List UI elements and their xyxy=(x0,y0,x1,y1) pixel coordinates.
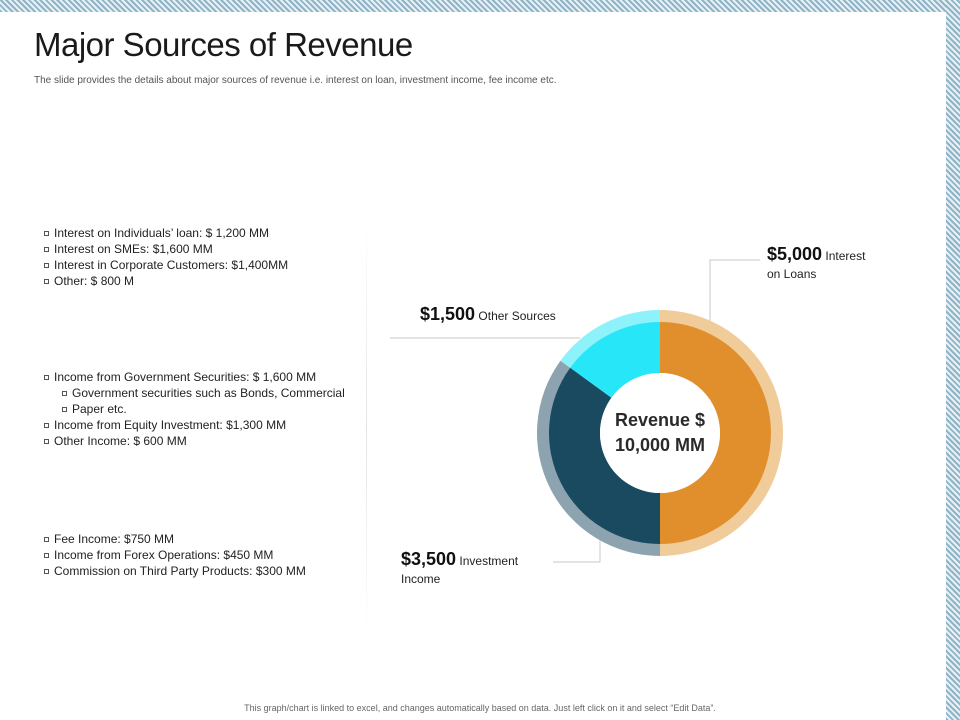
other-income-list: Fee Income: $750 MM Income from Forex Op… xyxy=(44,531,306,579)
interest-income-list: Interest on Individuals’ loan: $ 1,200 M… xyxy=(44,225,288,289)
list-sub-item: Government securities such as Bonds, Com… xyxy=(44,385,345,401)
list-item: Income from Forex Operations: $450 MM xyxy=(44,547,306,563)
decorative-border-right xyxy=(946,0,960,720)
investment-income-list: Income from Government Securities: $ 1,6… xyxy=(44,369,345,449)
decorative-border-top xyxy=(0,0,960,12)
donut-hole xyxy=(600,373,720,493)
list-item: Fee Income: $750 MM xyxy=(44,531,306,547)
list-item: Commission on Third Party Products: $300… xyxy=(44,563,306,579)
slice-label-interest: $5,000 Interest on Loans xyxy=(767,244,866,281)
list-item: Other Income: $ 600 MM xyxy=(44,433,345,449)
center-label-line: Revenue $ xyxy=(614,410,706,430)
list-item: Income from Government Securities: $ 1,6… xyxy=(44,369,345,385)
page-title: Major Sources of Revenue xyxy=(34,26,413,63)
donut-slice-2 xyxy=(570,322,660,398)
donut-outer-slice-1 xyxy=(537,360,660,556)
slice-label-investment: $3,500 Investment Income xyxy=(401,549,519,586)
list-item: Interest on SMEs: $1,600 MM xyxy=(44,241,288,257)
page-subtitle: The slide provides the details about maj… xyxy=(34,75,557,86)
divider xyxy=(366,215,367,640)
list-item: Income from Equity Investment: $1,300 MM xyxy=(44,417,345,433)
donut-slice-0 xyxy=(660,322,771,544)
list-item: Interest in Corporate Customers: $1,400M… xyxy=(44,257,288,273)
list-item: Other: $ 800 M xyxy=(44,273,288,289)
donut-center-label: Revenue $ 10,000 MM xyxy=(600,408,720,458)
center-label-line: 10,000 MM xyxy=(614,435,706,455)
list-sub-item-continuation: Paper etc. xyxy=(44,401,345,417)
list-item: Interest on Individuals’ loan: $ 1,200 M… xyxy=(44,225,288,241)
slice-label-other: $1,500 Other Sources xyxy=(420,304,556,324)
leader-line-0 xyxy=(709,259,760,350)
footer-note: This graph/chart is linked to excel, and… xyxy=(244,703,716,713)
donut-slice-1 xyxy=(549,367,660,544)
